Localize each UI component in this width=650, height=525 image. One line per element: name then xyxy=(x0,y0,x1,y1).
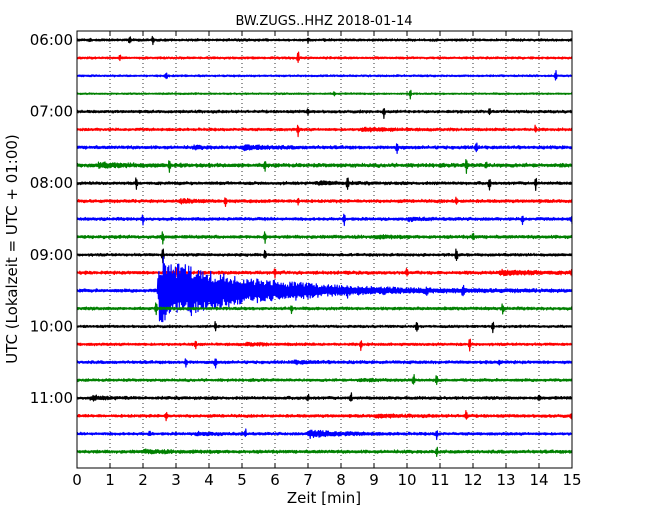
x-tick-label: 5 xyxy=(237,471,247,489)
y-tick-label: 06:00 xyxy=(30,31,73,49)
chart-title: BW.ZUGS..HHZ 2018-01-14 xyxy=(235,14,412,29)
x-tick-label: 4 xyxy=(204,471,214,489)
x-tick-label: 8 xyxy=(336,471,346,489)
plot-frame xyxy=(76,30,573,469)
trace-line xyxy=(76,213,573,227)
trace-line xyxy=(76,142,573,155)
y-axis-label: UTC (Lokalzeit = UTC + 01:00) xyxy=(3,134,21,364)
trace-line xyxy=(76,124,573,138)
trace-line xyxy=(76,196,573,208)
y-axis: 06:00 07:00 08:00 09:00 10:00 11:00 xyxy=(30,31,572,407)
x-tick-label: 11 xyxy=(430,471,449,489)
trace-line xyxy=(76,428,573,441)
x-tick-label: 6 xyxy=(270,471,280,489)
trace-line xyxy=(76,108,573,120)
x-tick-label: 15 xyxy=(562,471,581,489)
x-tick-label: 10 xyxy=(397,471,416,489)
trace-line xyxy=(76,35,573,46)
trace-line xyxy=(76,338,573,352)
x-tick-label: 12 xyxy=(463,471,482,489)
trace-line xyxy=(76,392,573,402)
x-tick-label: 7 xyxy=(303,471,313,489)
x-axis-label: Zeit [min] xyxy=(287,489,361,507)
trace-line xyxy=(76,70,573,81)
trace-line xyxy=(76,358,573,369)
trace-line xyxy=(76,410,573,422)
x-tick-label: 0 xyxy=(72,471,82,489)
trace-line xyxy=(76,231,573,245)
y-tick-label: 08:00 xyxy=(30,174,73,192)
trace-line xyxy=(76,158,573,174)
trace-line xyxy=(76,177,573,192)
trace-line xyxy=(76,256,573,323)
x-tick-label: 14 xyxy=(529,471,548,489)
x-tick-label: 3 xyxy=(171,471,181,489)
y-tick-label: 09:00 xyxy=(30,246,73,264)
x-tick-label: 2 xyxy=(138,471,148,489)
x-tick-label: 9 xyxy=(369,471,379,489)
trace-line xyxy=(76,446,573,458)
y-tick-label: 10:00 xyxy=(30,317,73,335)
trace-line xyxy=(76,373,573,386)
seismogram-traces xyxy=(76,35,573,458)
x-axis: 0 1 2 3 4 5 6 7 8 9 10 11 12 13 14 15 xyxy=(72,31,582,489)
trace-line xyxy=(76,320,573,334)
trace-line xyxy=(76,51,573,64)
y-tick-label: 11:00 xyxy=(30,389,73,407)
y-tick-label: 07:00 xyxy=(30,103,73,121)
x-tick-label: 1 xyxy=(105,471,115,489)
trace-line xyxy=(76,89,573,100)
x-tick-label: 13 xyxy=(496,471,515,489)
trace-line xyxy=(76,302,573,316)
trace-line xyxy=(76,248,573,264)
